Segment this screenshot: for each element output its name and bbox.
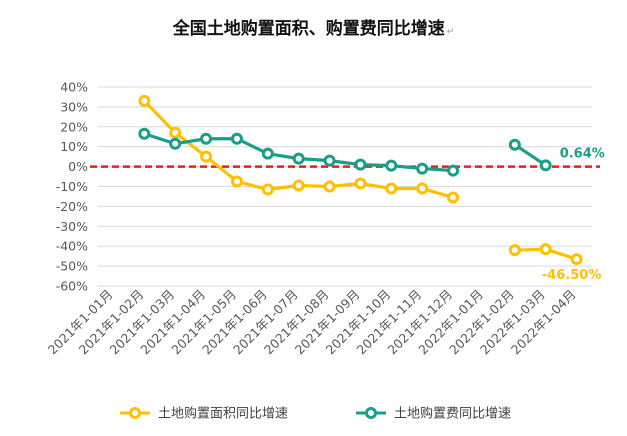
x-axis-tick-labels: 2021年1-01月2021年1-02月2021年1-03月2021年1-04月… [45,287,579,358]
data-point [354,177,367,190]
data-point [169,126,182,139]
y-tick-label: -20% [56,199,88,214]
y-tick-label: 40% [60,80,88,95]
series-line [142,132,455,173]
data-label: 0.64% [560,146,605,161]
y-tick-label: -10% [56,179,88,194]
series-line [513,143,548,167]
data-point [323,154,336,167]
data-point [230,132,243,145]
data-point [539,159,552,172]
data-point [508,138,521,151]
data-point [261,183,274,196]
legend-label: 土地购置费同比增速 [394,406,511,422]
data-point [292,152,305,165]
data-point [508,244,521,257]
data-point [385,159,398,172]
series-1: -46.50% [138,94,602,283]
y-tick-label: -50% [56,259,88,274]
y-tick-label: 10% [60,139,88,154]
data-point [261,147,274,160]
y-axis-tick-labels: 40% 30% 20% 10% 0% -10% -20% -30% -40% -50% -60% [56,80,88,294]
data-point [354,158,367,171]
chart-title: 全国土地购置面积、购置费同比增速 ↵ [172,19,455,39]
data-point [447,164,460,177]
data-point [539,243,552,256]
data-point [230,175,243,188]
data-point [138,94,151,107]
y-tick-label: 0% [68,159,88,174]
legend-swatch-marker [365,407,377,419]
data-point [416,162,429,175]
legend-swatch-marker [129,407,141,419]
legend-label: 土地购置面积同比增速 [158,406,288,422]
y-tick-label: 20% [60,119,88,134]
series-lines: -46.50% 0.64% [138,94,605,283]
y-tick-label: -60% [56,279,88,294]
data-point [200,150,213,163]
data-point [169,137,182,150]
data-point [570,253,583,266]
data-point [447,191,460,204]
data-point [138,127,151,140]
data-point [385,182,398,195]
y-tick-label: -30% [56,219,88,234]
legend-item-1: 土地购置面积同比增速 [120,406,288,422]
y-tick-label: -40% [56,239,88,254]
data-point [200,132,213,145]
data-point [323,180,336,193]
data-point [416,182,429,195]
legend: 土地购置面积同比增速 土地购置费同比增速 [120,406,511,422]
data-point [292,179,305,192]
legend-item-2: 土地购置费同比增速 [356,406,511,422]
y-tick-label: 30% [60,99,88,114]
data-label: -46.50% [542,268,602,283]
series-2: 0.64% [138,127,605,177]
